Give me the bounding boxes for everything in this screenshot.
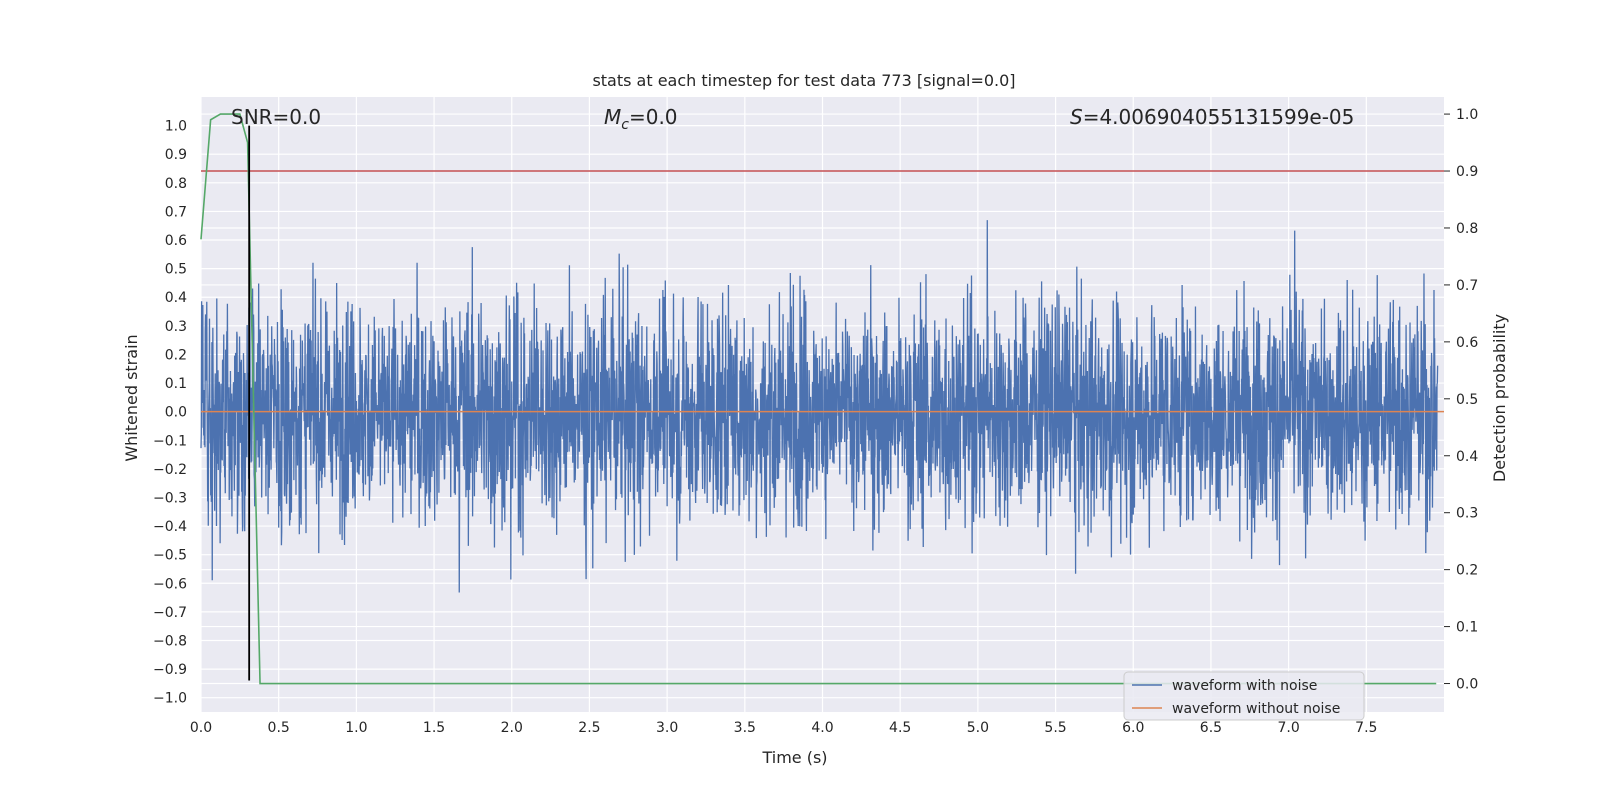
chart-title: stats at each timestep for test data 773… xyxy=(592,71,1015,90)
y2-tick-label: 1.0 xyxy=(1456,107,1478,123)
statistic-annotation: S=4.006904055131599e-05 xyxy=(1070,105,1354,129)
x-tick-label: 0.5 xyxy=(268,720,290,736)
y-tick-label: 0.1 xyxy=(165,376,187,392)
legend-label-noise: waveform with noise xyxy=(1172,678,1317,694)
y2-axis-label: Detection probability xyxy=(1490,314,1509,482)
y-tick-label: −0.6 xyxy=(153,576,187,592)
y2-tick-label: 0.5 xyxy=(1456,392,1478,408)
y-tick-label: −0.8 xyxy=(153,633,187,649)
x-tick-label: 7.5 xyxy=(1355,720,1377,736)
y2-tick-label: 0.8 xyxy=(1456,221,1478,237)
y-tick-label: −0.1 xyxy=(153,433,187,449)
y-tick-label: −0.7 xyxy=(153,605,187,621)
y-tick-label: −0.2 xyxy=(153,462,187,478)
waveform-with-noise-line xyxy=(200,220,1439,593)
x-tick-label: 3.5 xyxy=(734,720,756,736)
overlay-lines xyxy=(200,113,1444,685)
y2-tick-label: 0.7 xyxy=(1456,278,1478,294)
y-tick-label: 0.7 xyxy=(165,204,187,220)
x-tick-label: 6.0 xyxy=(1122,720,1144,736)
x-tick-label: 5.0 xyxy=(967,720,989,736)
snr-annotation: SNR=0.0 xyxy=(231,105,321,129)
x-tick-label: 3.0 xyxy=(656,720,678,736)
x-axis-label: Time (s) xyxy=(761,748,827,767)
y2-tick-label: 0.0 xyxy=(1456,677,1478,693)
legend: waveform with noise waveform without noi… xyxy=(1123,671,1365,721)
y2-tick-label: 0.3 xyxy=(1456,506,1478,522)
y2-tick-label: 0.4 xyxy=(1456,449,1478,465)
y-tick-label: −0.4 xyxy=(153,519,187,535)
x-tick-label: 4.0 xyxy=(811,720,833,736)
x-tick-label: 1.5 xyxy=(423,720,445,736)
x-tick-label: 0.0 xyxy=(190,720,212,736)
y-tick-label: 1.0 xyxy=(165,119,187,135)
y-tick-label: 0.6 xyxy=(165,233,187,249)
x-tick-label: 2.5 xyxy=(578,720,600,736)
y-axis-label: Whitened strain xyxy=(122,334,141,461)
x-tick-label: 4.5 xyxy=(889,720,911,736)
y-axis-right: 1.0 0.9 0.8 0.7 0.6 0.5 0.4 0.3 0.2 0.1 0.0 xyxy=(1444,107,1478,693)
y-tick-label: −0.5 xyxy=(153,548,187,564)
detection-probability-line xyxy=(200,113,1437,685)
chirp-mass-annotation: Mc=0.0 xyxy=(604,105,678,133)
x-tick-label: 5.5 xyxy=(1044,720,1066,736)
y-tick-label: 0.4 xyxy=(165,290,187,306)
y-tick-label: −0.3 xyxy=(153,490,187,506)
y-tick-label: 0.9 xyxy=(165,147,187,163)
y-tick-label: 0.5 xyxy=(165,262,187,278)
y-tick-label: 0.0 xyxy=(165,405,187,421)
x-tick-label: 1.0 xyxy=(345,720,367,736)
y-tick-label: 0.3 xyxy=(165,319,187,335)
y-tick-label: 0.8 xyxy=(165,176,187,192)
y2-tick-label: 0.9 xyxy=(1456,164,1478,180)
legend-box xyxy=(1123,671,1365,721)
x-tick-label: 2.0 xyxy=(501,720,523,736)
y-axis-left: 1.0 0.9 0.8 0.7 0.6 0.5 0.4 0.3 0.2 0.1 0.0 −0.1 −0.… xyxy=(153,119,187,707)
y-tick-label: −0.9 xyxy=(153,662,187,678)
y2-tick-label: 0.2 xyxy=(1456,563,1478,579)
y2-tick-label: 0.1 xyxy=(1456,620,1478,636)
x-axis: 0.0 0.5 1.0 1.5 2.0 2.5 3.0 3.5 4.0 4.5 5.0 5.5 6.0 6… xyxy=(190,720,1378,736)
x-tick-label: 7.0 xyxy=(1277,720,1299,736)
waveform-with-noise-series xyxy=(200,220,1439,593)
y-tick-label: 0.2 xyxy=(165,347,187,363)
y2-tick-label: 0.6 xyxy=(1456,335,1478,351)
y-tick-label: −1.0 xyxy=(153,691,187,707)
x-tick-label: 6.5 xyxy=(1200,720,1222,736)
legend-label-clean: waveform without noise xyxy=(1172,701,1340,717)
